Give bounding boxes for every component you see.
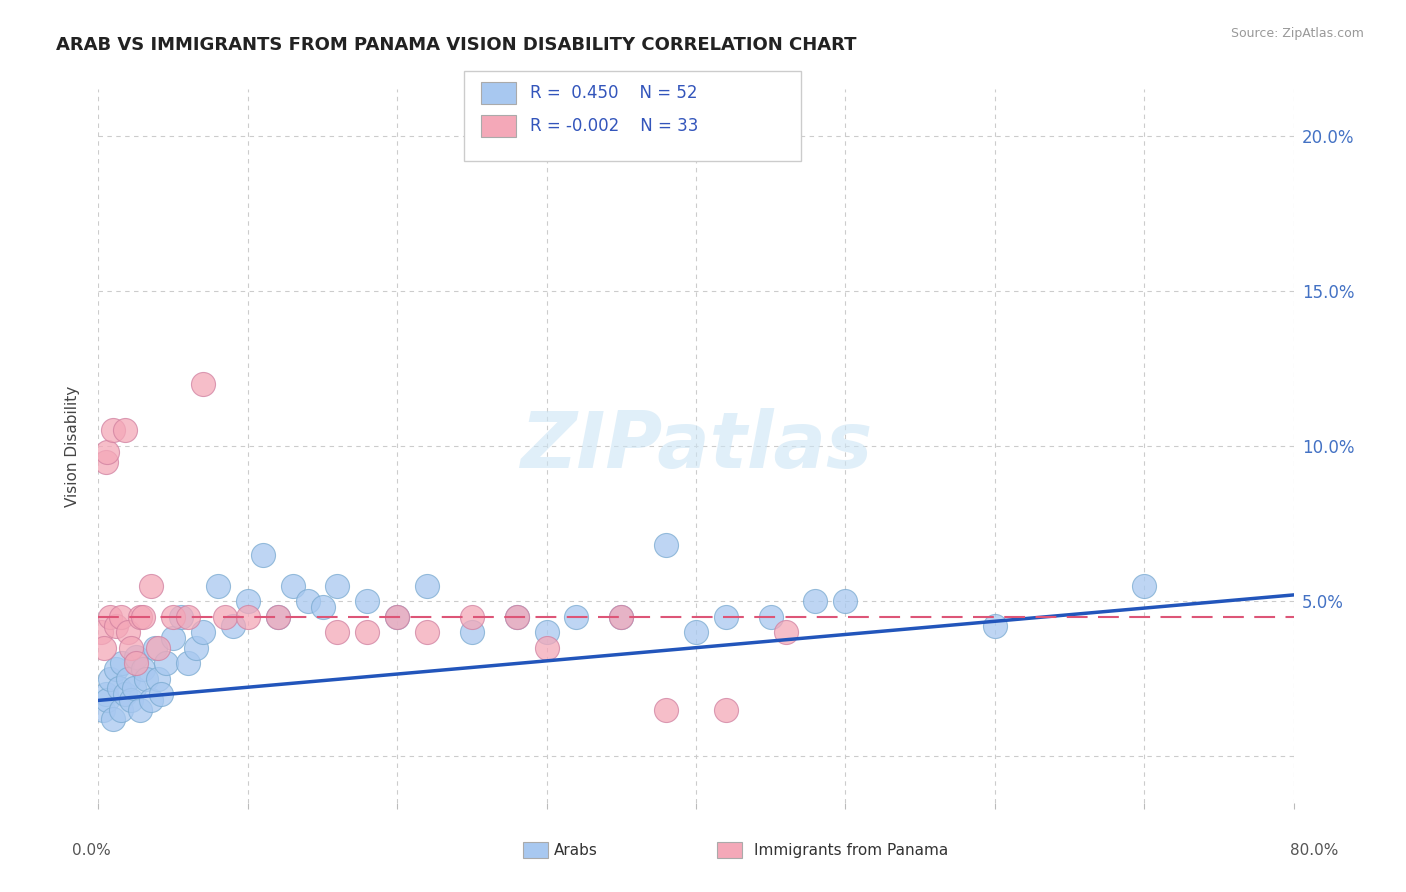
Point <box>356 594 378 608</box>
Point <box>714 609 737 624</box>
Point <box>111 656 134 670</box>
Point <box>94 687 117 701</box>
Point <box>148 672 170 686</box>
Point <box>267 609 290 624</box>
Point <box>150 687 173 701</box>
Point <box>139 579 162 593</box>
Text: Arabs: Arabs <box>554 843 598 857</box>
Point <box>114 687 136 701</box>
Point <box>461 609 484 624</box>
Point <box>191 376 214 391</box>
Point <box>610 609 633 624</box>
Point <box>207 579 229 593</box>
Point <box>834 594 856 608</box>
Point <box>655 538 678 552</box>
Point <box>385 609 409 624</box>
Point <box>108 681 131 695</box>
Point <box>610 609 633 624</box>
Point <box>125 650 148 665</box>
Point <box>120 640 142 655</box>
Point <box>506 609 529 624</box>
Point <box>326 625 349 640</box>
Point <box>162 609 184 624</box>
Point <box>356 625 378 640</box>
Point <box>252 548 274 562</box>
Point <box>105 619 128 633</box>
Point <box>385 609 409 624</box>
Point <box>148 640 170 655</box>
Point <box>120 693 142 707</box>
Point <box>326 579 349 593</box>
Point <box>177 656 200 670</box>
Point <box>297 594 319 608</box>
Point <box>1133 579 1156 593</box>
Point <box>162 632 184 646</box>
Point <box>143 640 166 655</box>
Point <box>565 609 588 624</box>
Point <box>91 703 114 717</box>
Point <box>506 609 529 624</box>
Point <box>135 672 157 686</box>
Point <box>191 625 214 640</box>
Point <box>184 640 207 655</box>
Text: ARAB VS IMMIGRANTS FROM PANAMA VISION DISABILITY CORRELATION CHART: ARAB VS IMMIGRANTS FROM PANAMA VISION DI… <box>56 36 856 54</box>
Point <box>267 609 290 624</box>
Point <box>103 712 125 726</box>
Point <box>105 662 128 676</box>
Point <box>114 424 136 438</box>
Point <box>536 640 558 655</box>
Point <box>90 625 112 640</box>
Y-axis label: Vision Disability: Vision Disability <box>65 385 80 507</box>
Point <box>685 625 707 640</box>
Point <box>461 625 484 640</box>
Point <box>129 703 152 717</box>
Point <box>714 703 737 717</box>
Point <box>98 609 122 624</box>
Point <box>775 625 797 640</box>
Point <box>124 681 146 695</box>
Point <box>155 656 177 670</box>
Text: ZIPatlas: ZIPatlas <box>520 408 872 484</box>
Point <box>125 656 148 670</box>
Text: R = -0.002    N = 33: R = -0.002 N = 33 <box>530 117 699 136</box>
Point <box>311 600 333 615</box>
Text: Source: ZipAtlas.com: Source: ZipAtlas.com <box>1230 27 1364 40</box>
Point <box>236 594 259 608</box>
Point <box>236 609 259 624</box>
Point <box>416 625 439 640</box>
Point <box>281 579 304 593</box>
Point <box>93 640 115 655</box>
Point <box>98 672 122 686</box>
Text: 80.0%: 80.0% <box>1291 843 1339 858</box>
Point <box>117 672 139 686</box>
Point <box>132 609 155 624</box>
Point <box>416 579 439 593</box>
Point <box>139 693 162 707</box>
Text: 0.0%: 0.0% <box>72 843 111 858</box>
Point <box>110 609 132 624</box>
Point <box>177 609 200 624</box>
Point <box>655 703 678 717</box>
Point <box>110 703 132 717</box>
Text: R =  0.450    N = 52: R = 0.450 N = 52 <box>530 84 697 103</box>
Point <box>96 445 118 459</box>
Point <box>214 609 236 624</box>
Point <box>222 619 245 633</box>
Point <box>129 609 152 624</box>
Point <box>117 625 139 640</box>
Point <box>103 424 125 438</box>
Point <box>984 619 1007 633</box>
Text: Immigrants from Panama: Immigrants from Panama <box>754 843 948 857</box>
Point <box>94 454 117 468</box>
Point <box>536 625 558 640</box>
Point <box>96 693 118 707</box>
Point <box>804 594 827 608</box>
Point <box>169 609 191 624</box>
Point <box>132 662 155 676</box>
Point <box>759 609 782 624</box>
